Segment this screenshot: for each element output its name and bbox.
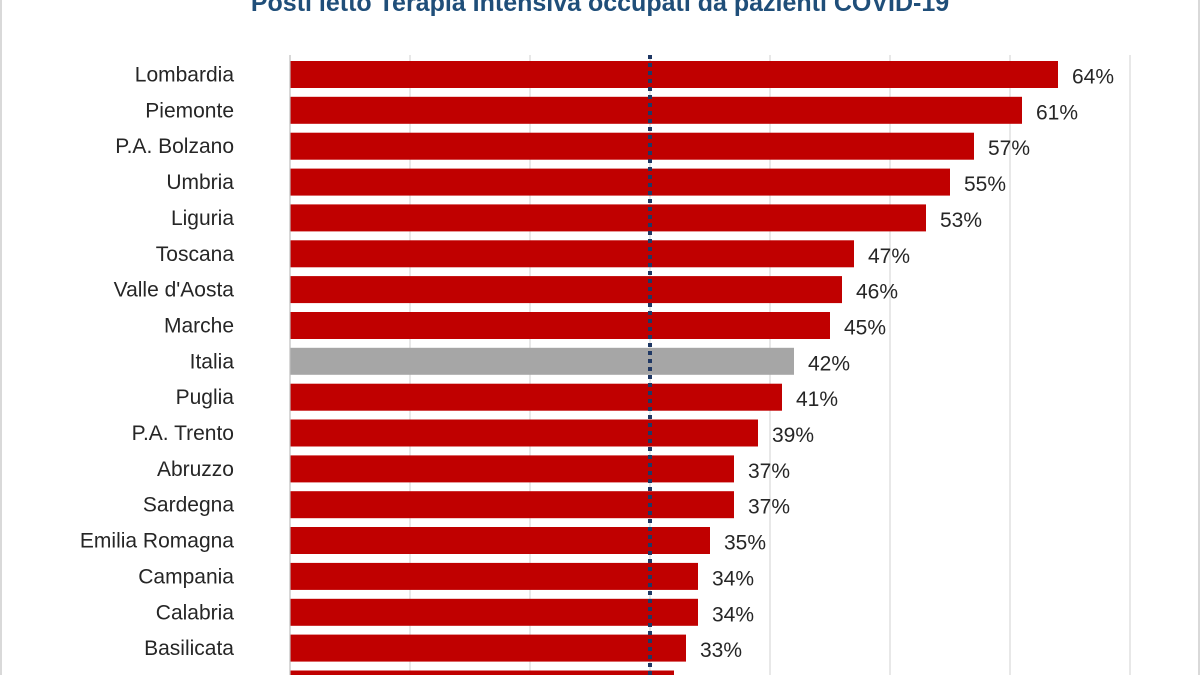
category-label: Calabria xyxy=(156,601,235,624)
category-label: Toscana xyxy=(156,243,235,266)
value-label: 34% xyxy=(712,567,754,590)
bar-umbria xyxy=(290,168,950,196)
category-label: Puglia xyxy=(176,386,235,409)
value-label: 57% xyxy=(988,137,1030,160)
bar-toscana xyxy=(290,240,854,268)
bar-calabria xyxy=(290,598,698,626)
category-label: Valle d'Aosta xyxy=(114,279,235,302)
value-label: 42% xyxy=(808,352,850,375)
value-label: 37% xyxy=(748,460,790,483)
value-label: 55% xyxy=(964,173,1006,196)
category-label: Piemonte xyxy=(145,99,234,122)
chart-title: Posti letto Terapia Intensiva occupati d… xyxy=(250,0,950,17)
category-label: Italia xyxy=(190,350,235,373)
category-label: Abruzzo xyxy=(157,458,234,481)
category-label: Umbria xyxy=(166,171,234,194)
category-label: P.A. Bolzano xyxy=(115,135,234,158)
value-label: 53% xyxy=(940,209,982,232)
category-label: Lombardia xyxy=(135,64,235,87)
bar-emilia-romagna xyxy=(290,527,710,554)
bar-abruzzo xyxy=(290,455,734,483)
bar-italia xyxy=(290,347,794,375)
category-label: Liguria xyxy=(171,207,234,230)
frame-edge-left xyxy=(0,0,2,675)
value-label: 45% xyxy=(844,317,886,340)
bar-liguria xyxy=(290,204,926,232)
bar-piemonte xyxy=(290,96,1022,124)
value-label: 34% xyxy=(712,603,754,626)
bar-p-a-bolzano xyxy=(290,132,974,160)
category-labels: Lombardia Piemonte P.A. Bolzano Umbria Ligur… xyxy=(80,64,234,661)
value-label: 47% xyxy=(868,245,910,268)
bar-sardegna xyxy=(290,491,734,519)
bars xyxy=(290,61,1058,675)
bar-row-18 xyxy=(290,670,674,675)
bar-campania xyxy=(290,562,698,590)
bar-valle-d-aosta xyxy=(290,276,842,304)
bar-basilicata xyxy=(290,634,686,662)
bar-p-a-trento xyxy=(290,419,758,447)
category-label: Marche xyxy=(164,315,234,338)
value-label: 46% xyxy=(856,281,898,304)
value-label: 37% xyxy=(748,496,790,519)
bar-puglia xyxy=(290,383,782,411)
bar-lombardia xyxy=(290,61,1058,88)
value-label: 33% xyxy=(700,639,742,662)
value-label: 61% xyxy=(1036,101,1078,124)
value-label: 64% xyxy=(1072,66,1114,89)
value-labels: 64% 61% 57% 55% 53% 47% 46% 45% 42% 41% 39% 37% 37% 3… xyxy=(700,66,1114,663)
category-label: Emilia Romagna xyxy=(80,530,234,553)
category-label: Basilicata xyxy=(144,637,234,660)
value-label: 35% xyxy=(724,532,766,555)
value-label: 39% xyxy=(772,424,814,447)
bar-marche xyxy=(290,312,830,339)
frame-edge-right xyxy=(1198,0,1200,675)
value-label: 41% xyxy=(796,388,838,411)
category-label: P.A. Trento xyxy=(132,422,234,445)
category-label: Campania xyxy=(138,565,234,588)
category-label: Sardegna xyxy=(143,494,234,517)
